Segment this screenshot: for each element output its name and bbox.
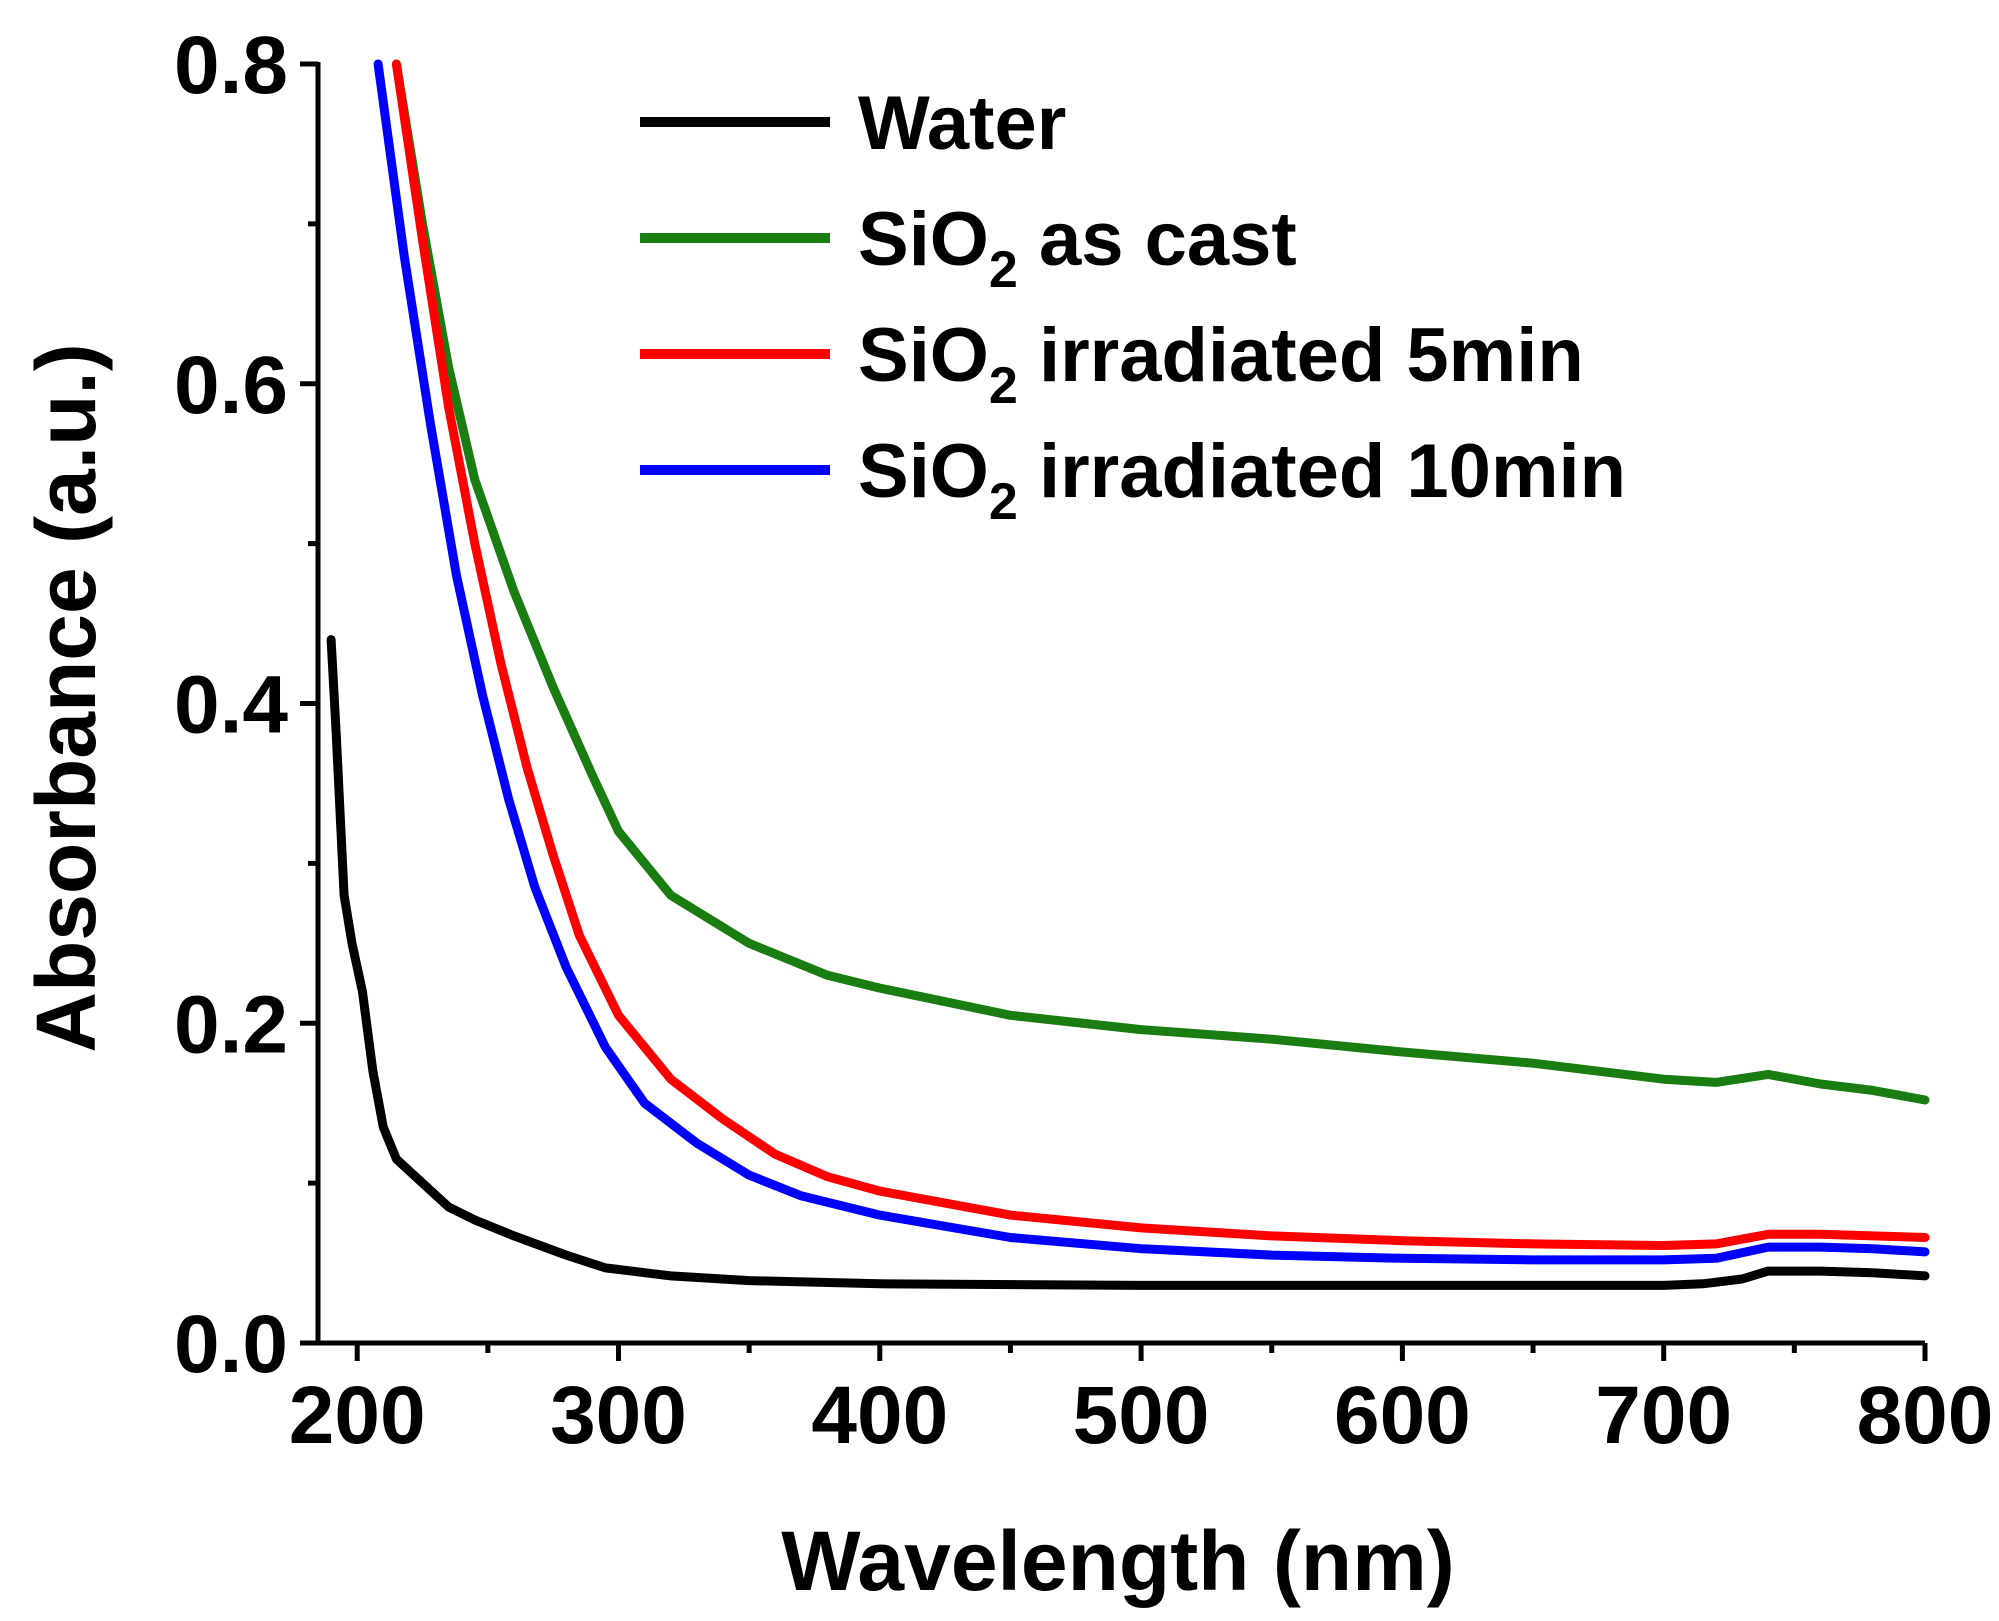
x-tick-label: 200 bbox=[289, 1370, 426, 1461]
series-line-0 bbox=[326, 635, 1930, 1290]
legend-label-1: SiO2 as cast bbox=[858, 197, 1297, 299]
x-tick-label: 500 bbox=[1073, 1370, 1210, 1461]
y-axis-title: Absorbance (a.u.) bbox=[19, 343, 113, 1052]
legend-label-suffix: irradiated 10min bbox=[1018, 429, 1626, 514]
legend-label-subscript: 2 bbox=[989, 473, 1018, 531]
legend-label-main: SiO bbox=[858, 429, 989, 514]
legend-label-main: SiO bbox=[858, 197, 989, 282]
x-tick-label: 600 bbox=[1334, 1370, 1471, 1461]
tick-marks bbox=[300, 61, 1928, 1361]
series-line-2 bbox=[391, 59, 1930, 1250]
y-tick-label: 0.4 bbox=[174, 660, 288, 751]
legend-label-2: SiO2 irradiated 5min bbox=[858, 313, 1584, 415]
y-tick-label: 0.8 bbox=[174, 20, 288, 111]
y-tick-label: 0.6 bbox=[174, 340, 288, 431]
x-tick-label: 700 bbox=[1595, 1370, 1732, 1461]
legend-label-subscript: 2 bbox=[989, 241, 1018, 299]
y-tick-label: 0.0 bbox=[174, 1299, 288, 1390]
x-tick-label: 400 bbox=[811, 1370, 948, 1461]
legend-label-3: SiO2 irradiated 10min bbox=[858, 429, 1626, 531]
legend-label-subscript: 2 bbox=[989, 357, 1018, 415]
legend-label-suffix: as cast bbox=[1018, 197, 1297, 282]
legend-label-suffix: irradiated 5min bbox=[1018, 313, 1584, 398]
y-tick-label: 0.2 bbox=[174, 979, 288, 1070]
x-tick-label: 800 bbox=[1857, 1370, 1994, 1461]
legend-label-0: Water bbox=[858, 81, 1066, 166]
legend-label-main: SiO bbox=[858, 313, 989, 398]
plot-area bbox=[326, 59, 1930, 1290]
x-tick-label: 300 bbox=[550, 1370, 687, 1461]
series-line-1 bbox=[391, 59, 1930, 1105]
tick-labels: 200 300 400 500 600 700 800 0.0 0.2 0.4 0.6 0.8 bbox=[174, 20, 1993, 1461]
legend-label-main: Water bbox=[858, 81, 1066, 166]
series-line-3 bbox=[373, 59, 1930, 1265]
x-axis-title: Wavelength (nm) bbox=[781, 1514, 1455, 1608]
